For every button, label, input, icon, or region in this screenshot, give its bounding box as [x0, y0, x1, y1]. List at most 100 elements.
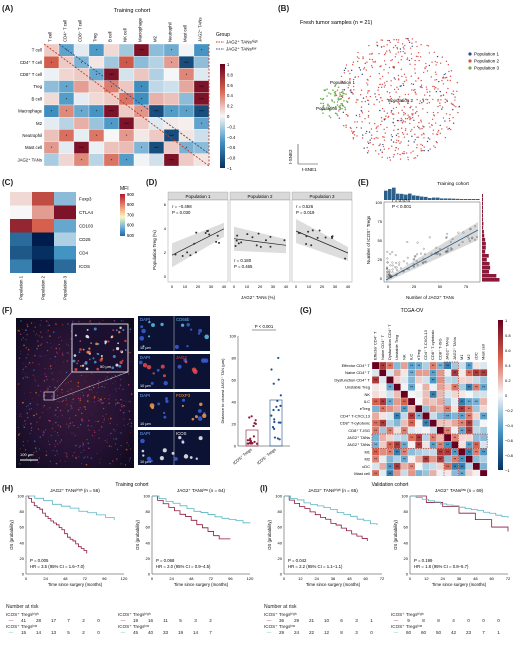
tsne-point [409, 122, 411, 125]
km-x-tick: 48 [473, 576, 478, 581]
hist-bar-right [482, 270, 490, 274]
panel-g-sig: ** [468, 400, 471, 404]
panel-g-scale-tick: 0.2 [505, 378, 511, 383]
tsne-point [404, 98, 407, 100]
tsne-point [447, 87, 449, 90]
if-cell [162, 448, 167, 453]
tsne-point [385, 115, 387, 117]
panel-a-cell [58, 153, 75, 167]
scatter-point [406, 262, 409, 265]
panel-g-cell [472, 455, 481, 463]
if-cell [160, 322, 164, 327]
legend-swatch [468, 52, 472, 56]
x-tick: 0 [387, 284, 390, 289]
panel-g-sig: ** [439, 364, 442, 368]
tsne-point [413, 126, 415, 128]
panel-c-cell [32, 246, 54, 260]
legend-swatch [468, 59, 472, 63]
panel-b-xlabel: t-SNE1 [302, 167, 317, 172]
tsne-point [416, 125, 419, 128]
tsne-point [408, 116, 410, 118]
panel-g-sig: ** [432, 443, 435, 447]
tsne-point [405, 76, 407, 78]
y-tick: 20 [232, 422, 237, 427]
tissue-signal [32, 361, 34, 364]
panel-g-cell [458, 361, 466, 370]
tsne-point [451, 93, 453, 95]
tsne-point [401, 55, 403, 58]
tsne-point [452, 90, 455, 92]
tissue-signal [115, 381, 117, 382]
panel-b-ylabel: t-SNE2 [288, 149, 293, 164]
tsne-point [376, 45, 379, 47]
scatter-point [391, 261, 394, 264]
risk-count: 11 [163, 618, 168, 623]
if-cell [163, 380, 168, 386]
tissue-signal [44, 367, 46, 369]
tissue-signal [104, 378, 106, 380]
panel-a-cell [73, 80, 90, 93]
tissue-signal [87, 424, 89, 427]
panel-a-cell [103, 92, 120, 106]
panel-g-cell [458, 441, 466, 449]
panel-a-sig: *** [184, 60, 189, 65]
dot-icos-neg [276, 399, 279, 402]
tsne-point [390, 139, 393, 141]
tsne-point [427, 149, 430, 152]
panel-g-colorbar [498, 320, 503, 470]
tsne-point [410, 130, 412, 132]
tsne-point [411, 89, 413, 91]
tissue-signal [34, 378, 36, 380]
tsne-point [422, 125, 424, 127]
panel-c-legend-title: MFI [120, 186, 129, 192]
tsne-point [389, 156, 391, 159]
tsne-point [443, 77, 445, 79]
scatter-point [406, 268, 409, 270]
tissue-signal [40, 320, 42, 322]
risk-count: 7 [209, 630, 212, 635]
panel-i-cohort: Validation cohort [372, 482, 409, 488]
tissue-signal [102, 407, 105, 410]
tsne-point [379, 143, 381, 145]
tissue-signal [111, 460, 114, 462]
tsne-point [396, 48, 399, 50]
if-cell [162, 411, 166, 415]
panel-g-cell [407, 448, 416, 456]
tsne-point [404, 44, 406, 47]
tsne-point [405, 152, 408, 154]
tissue-signal [105, 383, 107, 385]
tsne-point [405, 79, 408, 81]
km-y-tick: 100 [143, 494, 150, 499]
km-y-tick: 60 [278, 525, 283, 530]
panel-a-cell [163, 92, 180, 106]
if-cell [146, 364, 152, 370]
tsne-point [438, 80, 440, 83]
inset-cell [104, 340, 108, 344]
x-tick: 0 [171, 284, 174, 289]
km-x-tick: 60 [489, 576, 494, 581]
panel-e-r: r = 0.574 [392, 198, 410, 203]
tissue-signal [56, 406, 59, 409]
risk-count: 17 [50, 618, 57, 623]
km-x-tick: 60 [363, 576, 368, 581]
legend-label: Population 3 [474, 66, 500, 71]
tissue-signal [65, 455, 68, 457]
inset-cell [100, 355, 103, 358]
panel-a-cell [178, 129, 195, 142]
hist-bar-right [482, 210, 483, 214]
km-x-tick: 12 [424, 576, 429, 581]
tissue-signal [89, 430, 91, 432]
panel-a-scale-tick: 0.6 [227, 83, 233, 88]
x-tick: 20 [320, 284, 325, 289]
km-x-tick: 0 [25, 576, 28, 581]
tsne-point [328, 92, 330, 94]
tissue-signal [115, 404, 117, 406]
tissue-signal [51, 379, 53, 381]
panel-g-sig: ** [468, 407, 471, 411]
scatter-point [399, 267, 402, 270]
tsne-point [405, 128, 407, 130]
tissue-signal [70, 380, 72, 382]
panel-g-sig: ** [475, 386, 478, 390]
km-curve-high [410, 495, 509, 532]
panel-a-title: Training cohort [114, 8, 151, 14]
